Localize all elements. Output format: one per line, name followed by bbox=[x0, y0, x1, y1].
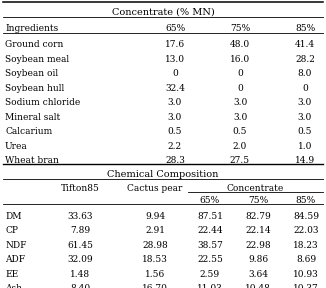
Text: 9.86: 9.86 bbox=[248, 255, 268, 264]
Text: 8.69: 8.69 bbox=[296, 255, 316, 264]
Text: 18.53: 18.53 bbox=[142, 255, 168, 264]
Text: 22.98: 22.98 bbox=[245, 240, 271, 250]
Text: 8.40: 8.40 bbox=[70, 284, 90, 288]
Text: 2.0: 2.0 bbox=[233, 142, 247, 151]
Text: Concentrate: Concentrate bbox=[227, 184, 284, 193]
Text: 0: 0 bbox=[237, 84, 243, 93]
Text: 85%: 85% bbox=[295, 24, 315, 33]
Text: 18.23: 18.23 bbox=[293, 240, 319, 250]
Text: 0.5: 0.5 bbox=[298, 127, 312, 136]
Text: 0: 0 bbox=[302, 84, 308, 93]
Text: 11.03: 11.03 bbox=[197, 284, 223, 288]
Text: 2.2: 2.2 bbox=[168, 142, 182, 151]
Text: 41.4: 41.4 bbox=[295, 40, 315, 49]
Text: 84.59: 84.59 bbox=[293, 212, 319, 221]
Text: 22.14: 22.14 bbox=[245, 226, 271, 235]
Text: 3.0: 3.0 bbox=[298, 113, 312, 122]
Text: 22.55: 22.55 bbox=[197, 255, 223, 264]
Text: Cactus pear: Cactus pear bbox=[127, 184, 183, 193]
Text: Sodium chloride: Sodium chloride bbox=[5, 98, 80, 107]
Text: 22.44: 22.44 bbox=[197, 226, 223, 235]
Text: 38.57: 38.57 bbox=[197, 240, 223, 250]
Text: 2.59: 2.59 bbox=[200, 270, 220, 278]
Text: 75%: 75% bbox=[230, 24, 250, 33]
Text: 0.5: 0.5 bbox=[233, 127, 247, 136]
Text: Ash: Ash bbox=[5, 284, 22, 288]
Text: 87.51: 87.51 bbox=[197, 212, 223, 221]
Text: Concentrate (% MN): Concentrate (% MN) bbox=[111, 8, 215, 17]
Text: 75%: 75% bbox=[248, 196, 268, 205]
Text: 0.5: 0.5 bbox=[168, 127, 182, 136]
Text: 3.0: 3.0 bbox=[168, 98, 182, 107]
Text: 1.48: 1.48 bbox=[70, 270, 90, 278]
Text: 8.0: 8.0 bbox=[298, 69, 312, 78]
Text: 7.89: 7.89 bbox=[70, 226, 90, 235]
Text: Soybean oil: Soybean oil bbox=[5, 69, 58, 78]
Text: 0: 0 bbox=[237, 69, 243, 78]
Text: 13.0: 13.0 bbox=[165, 55, 185, 64]
Text: Mineral salt: Mineral salt bbox=[5, 113, 60, 122]
Text: 32.09: 32.09 bbox=[67, 255, 93, 264]
Text: 1.0: 1.0 bbox=[298, 142, 312, 151]
Text: 48.0: 48.0 bbox=[230, 40, 250, 49]
Text: NDF: NDF bbox=[5, 240, 26, 250]
Text: 3.0: 3.0 bbox=[298, 98, 312, 107]
Text: 10.37: 10.37 bbox=[293, 284, 319, 288]
Text: 65%: 65% bbox=[200, 196, 220, 205]
Text: 10.48: 10.48 bbox=[245, 284, 271, 288]
Text: Soybean hull: Soybean hull bbox=[5, 84, 64, 93]
Text: 3.64: 3.64 bbox=[248, 270, 268, 278]
Text: 3.0: 3.0 bbox=[233, 113, 247, 122]
Text: Chemical Composition: Chemical Composition bbox=[107, 170, 219, 179]
Text: 0: 0 bbox=[172, 69, 178, 78]
Text: 61.45: 61.45 bbox=[67, 240, 93, 250]
Text: 3.0: 3.0 bbox=[233, 98, 247, 107]
Text: 33.63: 33.63 bbox=[67, 212, 93, 221]
Text: 85%: 85% bbox=[296, 196, 316, 205]
Text: Tifton85: Tifton85 bbox=[61, 184, 99, 193]
Text: Calcarium: Calcarium bbox=[5, 127, 52, 136]
Text: Urea: Urea bbox=[5, 142, 28, 151]
Text: EE: EE bbox=[5, 270, 18, 278]
Text: Ground corn: Ground corn bbox=[5, 40, 63, 49]
Text: 22.03: 22.03 bbox=[293, 226, 319, 235]
Text: 17.6: 17.6 bbox=[165, 40, 185, 49]
Text: CP: CP bbox=[5, 226, 18, 235]
Text: Wheat bran: Wheat bran bbox=[5, 156, 59, 165]
Text: 14.9: 14.9 bbox=[295, 156, 315, 165]
Text: 27.5: 27.5 bbox=[230, 156, 250, 165]
Text: 28.98: 28.98 bbox=[142, 240, 168, 250]
Text: ADF: ADF bbox=[5, 255, 25, 264]
Text: Ingredients: Ingredients bbox=[5, 24, 58, 33]
Text: 16.70: 16.70 bbox=[142, 284, 168, 288]
Text: 65%: 65% bbox=[165, 24, 185, 33]
Text: 1.56: 1.56 bbox=[145, 270, 165, 278]
Text: Soybean meal: Soybean meal bbox=[5, 55, 69, 64]
Text: 9.94: 9.94 bbox=[145, 212, 165, 221]
Text: 28.2: 28.2 bbox=[295, 55, 315, 64]
Text: 2.91: 2.91 bbox=[145, 226, 165, 235]
Text: 82.79: 82.79 bbox=[245, 212, 271, 221]
Text: 16.0: 16.0 bbox=[230, 55, 250, 64]
Text: 10.93: 10.93 bbox=[293, 270, 319, 278]
Text: 3.0: 3.0 bbox=[168, 113, 182, 122]
Text: 28.3: 28.3 bbox=[165, 156, 185, 165]
Text: DM: DM bbox=[5, 212, 22, 221]
Text: 32.4: 32.4 bbox=[165, 84, 185, 93]
